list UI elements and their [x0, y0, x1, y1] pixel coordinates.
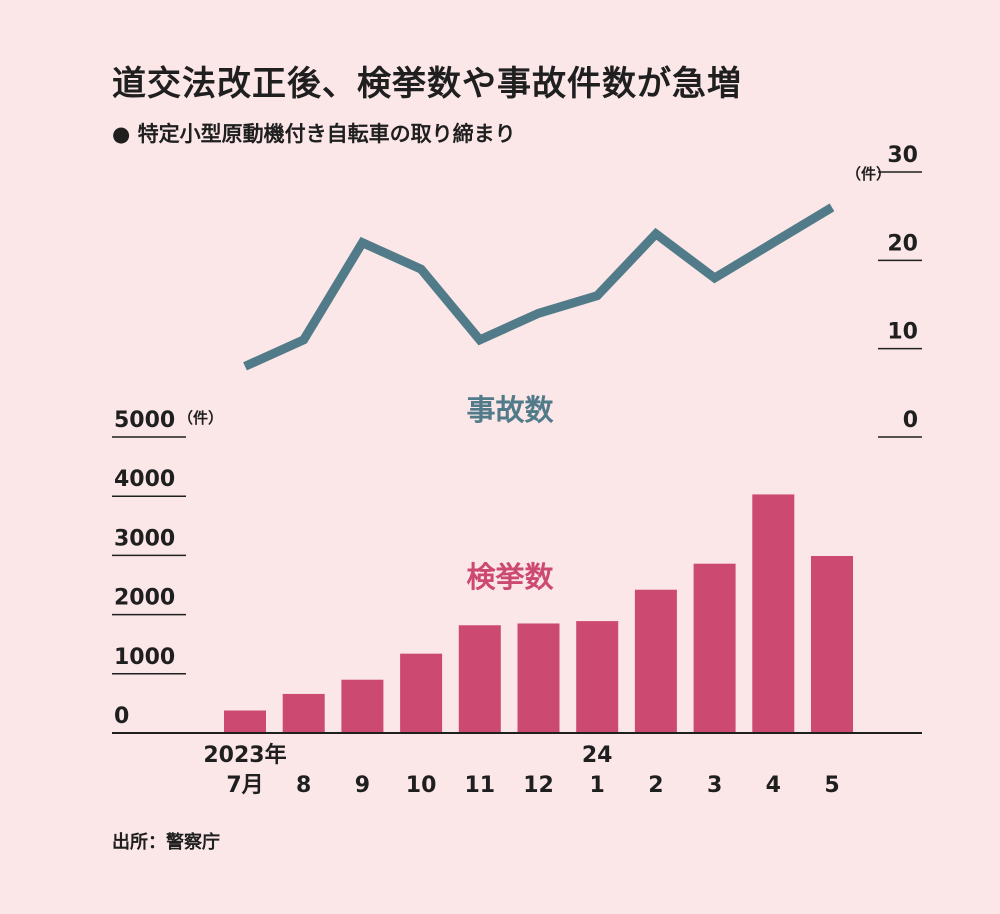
left-axis-tick-label: 4000 — [114, 467, 175, 492]
chart-subtitle: ● 特定小型原動機付き自転車の取り締まり — [112, 122, 516, 146]
x-axis-tick-label: 4 — [766, 773, 781, 798]
bar — [752, 494, 795, 733]
source-note: 出所：警察庁 — [112, 832, 220, 853]
x-axis-tick-label: 8 — [296, 773, 311, 798]
right-axis-tick-label: 0 — [903, 408, 918, 433]
bar-series — [224, 494, 853, 733]
bar — [693, 563, 736, 733]
bar — [282, 693, 325, 733]
left-axis-tick-label: 5000 — [114, 408, 175, 433]
line-series-label: 事故数 — [466, 393, 554, 427]
x-axis-labels: 7月 2023年 8 9 10 11 12 1 24 2 3 4 5 — [203, 742, 839, 798]
left-axis-tick-label: 3000 — [114, 526, 175, 551]
x-axis-tick-label: 2 — [648, 773, 663, 798]
x-axis-tick-label: 1 — [590, 773, 605, 798]
bar — [576, 621, 619, 733]
left-axis-tick-label: 2000 — [114, 586, 175, 611]
bar — [517, 623, 560, 733]
left-axis-unit: （件） — [178, 409, 223, 427]
bar — [811, 555, 853, 733]
line-series — [243, 203, 835, 371]
x-axis-year-label: 24 — [582, 743, 613, 768]
x-axis-tick-label: 11 — [464, 773, 495, 798]
chart-title: 道交法改正後、検挙数や事故件数が急増 — [112, 64, 742, 104]
bar-series-label: 検挙数 — [466, 560, 554, 594]
x-axis-tick-label: 3 — [707, 773, 722, 798]
left-axis: 0 1000 2000 3000 4000 5000 — [112, 408, 186, 729]
right-axis-tick-label: 10 — [887, 320, 918, 345]
left-axis-tick-label: 1000 — [114, 645, 175, 670]
right-axis: 0 10 20 30 — [878, 143, 922, 438]
bar — [634, 589, 677, 733]
left-axis-tick-label: 0 — [114, 704, 129, 729]
bar — [400, 653, 443, 733]
bar — [224, 710, 266, 733]
x-axis-year-label: 2023年 — [203, 742, 286, 768]
x-axis-tick-label: 10 — [406, 773, 437, 798]
bar — [458, 625, 501, 733]
accidents-line — [243, 203, 835, 371]
x-axis-tick-label: 7月 — [226, 773, 263, 798]
right-axis-unit: （件） — [846, 165, 891, 183]
x-axis-tick-label: 5 — [824, 773, 839, 798]
right-axis-tick-label: 20 — [887, 231, 918, 256]
x-axis-tick-label: 12 — [523, 773, 554, 798]
bar — [341, 679, 384, 733]
right-axis-tick-label: 30 — [887, 143, 918, 168]
x-axis-tick-label: 9 — [355, 773, 370, 798]
